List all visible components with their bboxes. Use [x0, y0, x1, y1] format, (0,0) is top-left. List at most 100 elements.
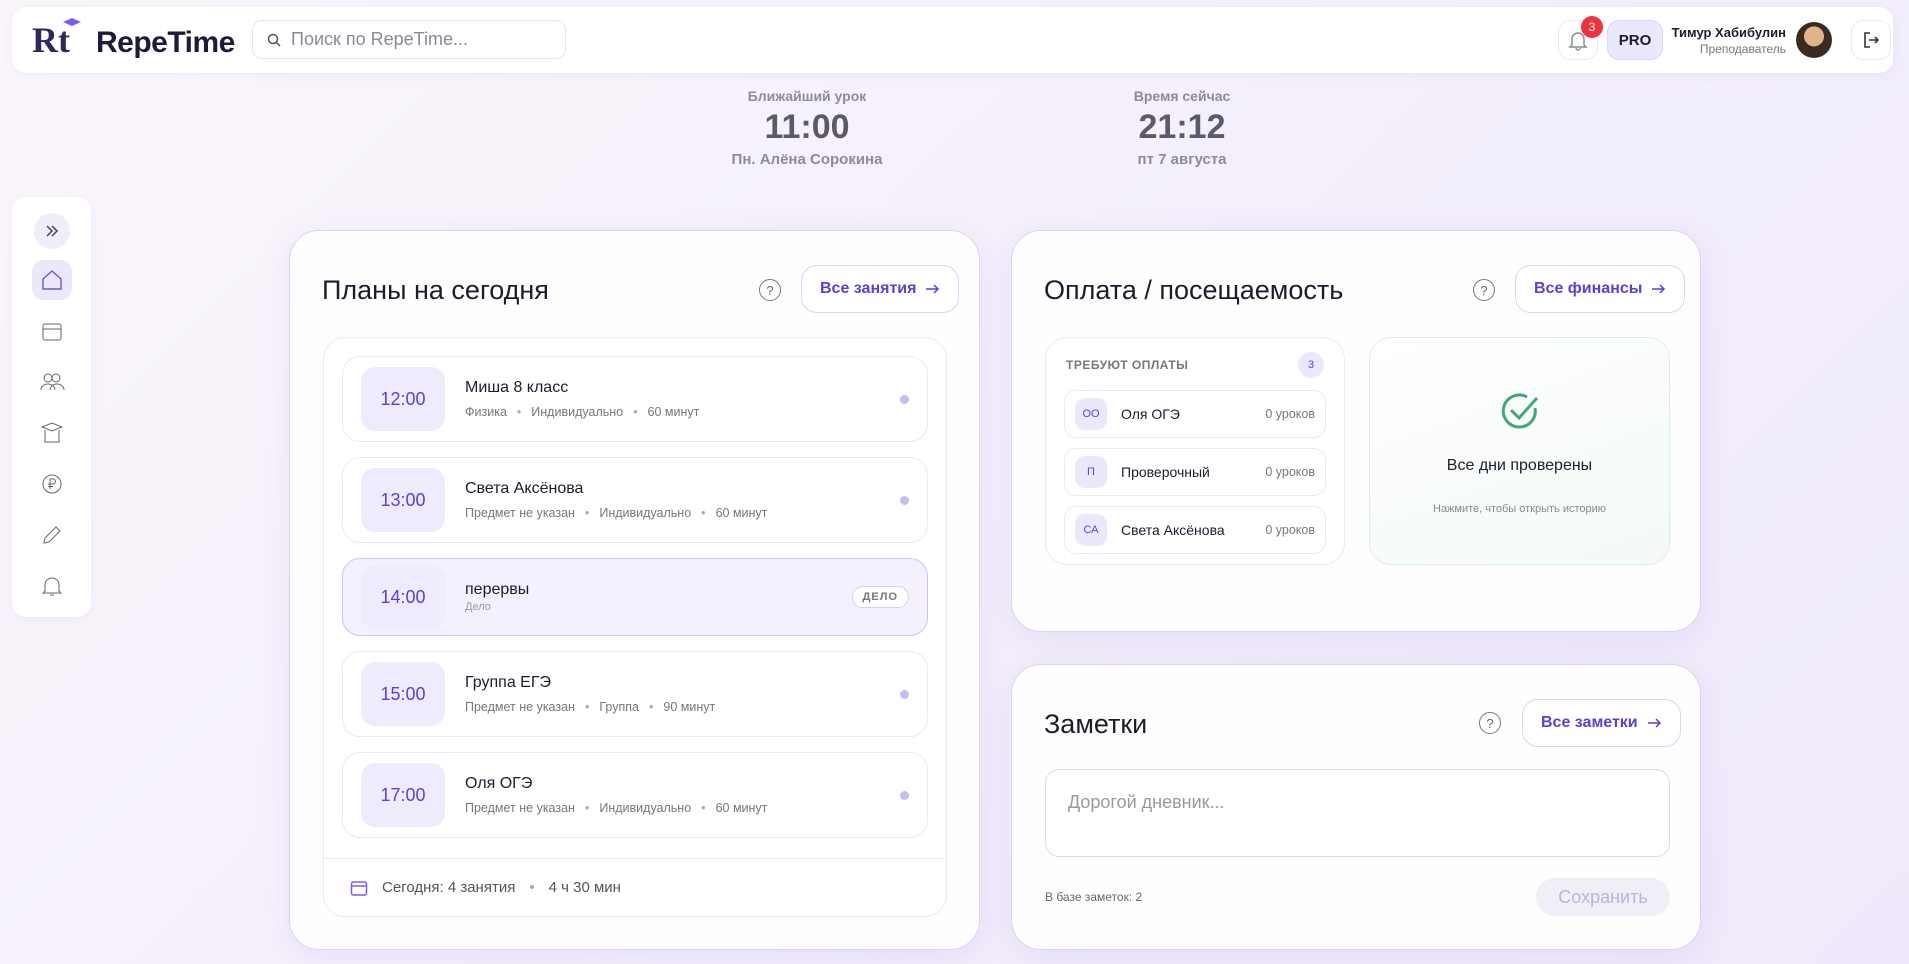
- lesson-meta: Предмет не указанГруппа90 минут: [465, 700, 715, 714]
- card-title: Заметки: [1044, 709, 1148, 739]
- checked-panel[interactable]: Все дни проверены Нажмите, чтобы открыть…: [1369, 337, 1670, 565]
- lesson[interactable]: 12:00 Миша 8 класс ФизикаИндивидуально60 м…: [342, 356, 928, 442]
- payment-item[interactable]: СА Света Аксёнова 0 уроков: [1064, 506, 1326, 554]
- icon: [41, 577, 62, 596]
- user-role: Преподаватель: [1699, 42, 1786, 56]
- separator: •: [529, 879, 535, 896]
- all-lessons-button[interactable]: Все занятия: [801, 265, 960, 313]
- info-detail: Пн. Алёна Сорокина: [731, 151, 883, 168]
- status-dot: [900, 791, 909, 800]
- arrow: [1647, 718, 1661, 728]
- payments-card: Оплата / посещаемость ? Все финансы ТРЕБ…: [1011, 230, 1701, 632]
- nav-home[interactable]: [31, 260, 72, 300]
- meta-item: Индивидуально: [507, 405, 623, 419]
- lesson-info: Света Аксёнова Предмет не указанИндивидуа…: [465, 480, 767, 520]
- payment-item[interactable]: ОО Оля ОГЭ 0 уроков: [1064, 390, 1326, 438]
- lesson-time: 14:00: [361, 565, 445, 629]
- initials: П: [1075, 456, 1107, 488]
- logo-mark[interactable]: Rt: [32, 20, 70, 60]
- sidebar: [12, 197, 91, 617]
- meta-item: 60 минут: [691, 506, 768, 520]
- student-name: Проверочный: [1121, 464, 1210, 480]
- lesson-time: 12:00: [361, 367, 445, 431]
- meta-item: Предмет не указан: [465, 700, 575, 714]
- lesson-info: перервы Дело: [465, 581, 529, 613]
- help[interactable]: ?: [759, 279, 781, 301]
- save-button[interactable]: Сохранить: [1536, 878, 1670, 916]
- expand[interactable]: [33, 213, 70, 249]
- lesson-meta: Предмет не указанИндивидуально60 минут: [465, 801, 767, 815]
- lesson[interactable]: 17:00 Оля ОГЭ Предмет не указанИндивидуаль…: [342, 752, 928, 838]
- lesson-name: Миша 8 класс: [465, 379, 569, 396]
- icon: [42, 526, 61, 544]
- section-count: 3: [1298, 352, 1324, 378]
- lesson-time: 15:00: [361, 662, 445, 726]
- status-dot: [900, 395, 909, 404]
- note-placeholder: Дорогой дневник...: [1068, 792, 1225, 812]
- check-icon: [1501, 393, 1538, 429]
- search[interactable]: Поиск по RepeTime...: [252, 20, 566, 59]
- search-icon: [267, 33, 281, 47]
- lesson-info: Миша 8 класс ФизикаИндивидуально60 минут: [465, 379, 699, 419]
- lesson-name: Оля ОГЭ: [465, 775, 533, 792]
- header: Rt RepeTime Поиск по RepeTime... 3 PRO Т…: [12, 7, 1893, 73]
- nav-courses[interactable]: [32, 413, 72, 453]
- next-lesson: Ближайший урок 11:00 Пн. Алёна Сорокина: [677, 88, 937, 168]
- lesson-info: Оля ОГЭ Предмет не указанИндивидуально60 …: [465, 775, 767, 815]
- nav-students[interactable]: [32, 362, 72, 402]
- pro-badge[interactable]: PRO: [1607, 20, 1663, 60]
- nav-finance[interactable]: [32, 464, 72, 504]
- arrow: [1652, 284, 1666, 294]
- help[interactable]: ?: [1473, 279, 1495, 301]
- info-label: Ближайший урок: [747, 88, 867, 104]
- lesson-name: перервы: [465, 581, 530, 598]
- info-label: Время сейчас: [1133, 88, 1231, 104]
- note-count: В базе заметок: 2: [1045, 890, 1143, 904]
- payment-list: ОО Оля ОГЭ 0 уроков П Проверочный 0 уроков СА С…: [1064, 390, 1326, 554]
- nav-edit[interactable]: [32, 515, 72, 555]
- logo[interactable]: RepeTime: [96, 26, 235, 59]
- status-dot: [900, 690, 909, 699]
- icon: [40, 373, 64, 391]
- lesson-subtitle: Дело: [465, 601, 491, 613]
- info-detail: пт 7 августа: [1137, 151, 1227, 168]
- note-input[interactable]: Дорогой дневник...: [1045, 769, 1670, 857]
- lesson-count: 0 уроков: [1265, 407, 1315, 421]
- lesson[interactable]: 15:00 Группа ЕГЭ Предмет не указанГруппа90…: [342, 651, 928, 737]
- initials: СА: [1075, 514, 1107, 546]
- student-name: Света Аксёнова: [1121, 522, 1225, 538]
- button-label: Все заметки: [1541, 714, 1638, 731]
- meta-item: Индивидуально: [575, 506, 691, 520]
- icon: [42, 323, 61, 341]
- lesson[interactable]: 14:00 перервы Дело ДЕЛО: [342, 558, 928, 636]
- payment-item[interactable]: П Проверочный 0 уроков: [1064, 448, 1326, 496]
- checked-title: Все дни проверены: [1446, 457, 1593, 474]
- help[interactable]: ?: [1479, 712, 1501, 734]
- all-notes-button[interactable]: Все заметки: [1522, 699, 1681, 747]
- lesson-meta: Предмет не указанИндивидуально60 минут: [465, 506, 767, 520]
- icon: [45, 225, 58, 237]
- meta-item: 90 минут: [639, 700, 715, 714]
- meta-item: 60 минут: [623, 405, 700, 419]
- initials: ОО: [1075, 398, 1107, 430]
- nav-calendar[interactable]: [32, 311, 72, 351]
- lesson[interactable]: 13:00 Света Аксёнова Предмет не указанИнди…: [342, 457, 928, 543]
- avatar[interactable]: [1796, 22, 1832, 58]
- all-finance-button[interactable]: Все финансы: [1515, 265, 1686, 313]
- notification-count: 3: [1581, 16, 1603, 38]
- search-placeholder: Поиск по RepeTime...: [291, 29, 469, 49]
- lesson-meta: ФизикаИндивидуально60 минут: [465, 405, 699, 419]
- card-title: Планы на сегодня: [322, 275, 549, 305]
- info-time: 11:00: [764, 108, 850, 146]
- lesson-list: 12:00 Миша 8 класс ФизикаИндивидуально60 м…: [342, 356, 928, 838]
- lesson-name: Группа ЕГЭ: [465, 674, 551, 691]
- button-label: Все финансы: [1534, 280, 1643, 297]
- arrow: [926, 284, 940, 294]
- lesson-time: 17:00: [361, 763, 445, 827]
- logout[interactable]: [1851, 20, 1891, 60]
- lesson-tag: ДЕЛО: [851, 586, 909, 608]
- user[interactable]: Тимур Хабибулин Преподаватель: [1672, 25, 1786, 56]
- nav-notifications[interactable]: [32, 566, 72, 606]
